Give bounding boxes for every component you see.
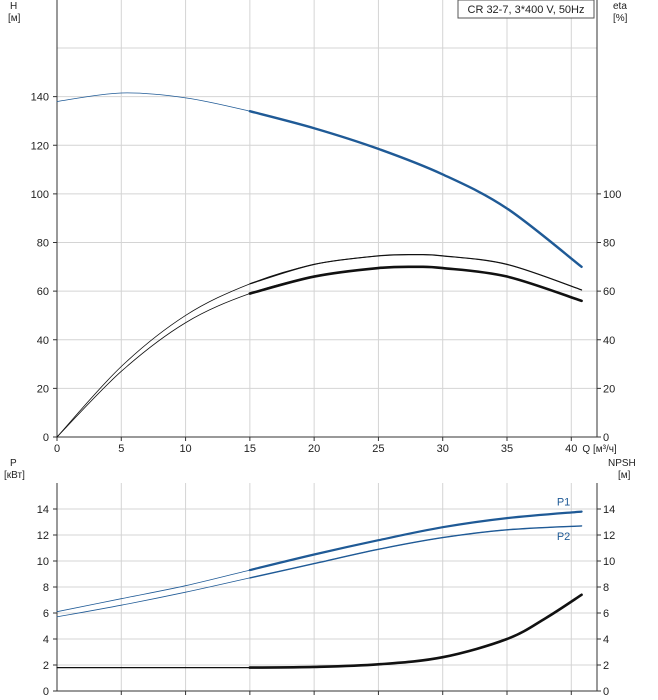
y-tick-label-right: 8 xyxy=(603,582,609,594)
y-tick-label-right: 14 xyxy=(603,504,615,516)
curve-p2-operating xyxy=(249,525,583,579)
curve-eta-thin-full xyxy=(56,254,582,438)
y-tick-label-right: 12 xyxy=(603,530,615,542)
y-axis-title-left: H xyxy=(10,1,17,12)
series-label-p2: P2 xyxy=(557,531,570,543)
y-tick-label-left: 20 xyxy=(37,383,49,395)
x-tick-label: 20 xyxy=(308,443,320,455)
y-tick-label-right: 60 xyxy=(603,286,615,298)
legend-box: CR 32-7, 3*400 V, 50Hz xyxy=(457,0,595,19)
curve-eta-thick-operating xyxy=(248,265,583,303)
x-tick-label: 25 xyxy=(372,443,384,455)
y-tick-label-right: 80 xyxy=(603,238,615,250)
y-tick-label-right: 20 xyxy=(603,383,615,395)
x-axis-label: Q [м³/ч] xyxy=(582,444,617,455)
y-tick-label-right: 4 xyxy=(603,634,609,646)
y-tick-label-right: 6 xyxy=(603,608,609,620)
curve-npsh-full xyxy=(56,594,583,669)
y-axis-unit-right: [%] xyxy=(613,13,628,24)
series-label-p1: P1 xyxy=(557,497,570,509)
x-tick-label: 10 xyxy=(179,443,191,455)
grid xyxy=(57,0,597,691)
y-tick-label-right: 0 xyxy=(603,432,609,444)
y-tick-label-right: 2 xyxy=(603,660,609,672)
y-tick-label-right: 10 xyxy=(603,556,615,568)
curve-p2-full xyxy=(56,525,582,618)
x-tick-label: 40 xyxy=(565,443,577,455)
y-tick-label-right: 0 xyxy=(603,686,609,698)
curve-p1-full xyxy=(56,511,582,613)
y-tick-label-left: 6 xyxy=(43,608,49,620)
curve-p1-operating xyxy=(248,510,583,572)
curve-eta-thick-full xyxy=(56,266,582,438)
x-tick-label: 5 xyxy=(118,443,124,455)
x-tick-label: 30 xyxy=(437,443,449,455)
y-axis-unit-right: [м] xyxy=(618,470,631,481)
y-tick-label-left: 120 xyxy=(31,140,49,152)
x-tick-label: 35 xyxy=(501,443,513,455)
curves xyxy=(56,92,583,669)
curve-h-full xyxy=(56,92,582,268)
y-axis-title-right: NPSH xyxy=(608,458,636,469)
y-axis-unit-left: [кВт] xyxy=(4,470,25,481)
legend-text: CR 32-7, 3*400 V, 50Hz xyxy=(468,4,585,16)
y-tick-label-left: 0 xyxy=(43,432,49,444)
y-tick-label-left: 40 xyxy=(37,335,49,347)
y-axis-unit-left: [м] xyxy=(8,13,21,24)
y-tick-label-left: 4 xyxy=(43,634,49,646)
y-tick-label-left: 0 xyxy=(43,686,49,698)
y-tick-label-left: 140 xyxy=(31,92,49,104)
y-tick-label-left: 8 xyxy=(43,582,49,594)
curve-npsh-operating xyxy=(248,593,583,669)
x-tick-label: 15 xyxy=(244,443,256,455)
y-tick-label-left: 60 xyxy=(37,286,49,298)
curve-h-operating xyxy=(248,110,583,269)
y-axis-title-right: eta xyxy=(613,1,627,12)
y-tick-label-left: 2 xyxy=(43,660,49,672)
y-tick-label-left: 14 xyxy=(37,504,49,516)
y-tick-label-left: 10 xyxy=(37,556,49,568)
axes xyxy=(53,0,601,695)
y-tick-label-right: 40 xyxy=(603,335,615,347)
y-tick-label-left: 80 xyxy=(37,238,49,250)
y-tick-label-right: 100 xyxy=(603,189,621,201)
y-tick-label-left: 12 xyxy=(37,530,49,542)
y-tick-label-left: 100 xyxy=(31,189,49,201)
y-axis-title-left: P xyxy=(10,458,17,469)
curve-eta-thin-operating xyxy=(249,254,583,291)
x-tick-label: 0 xyxy=(54,443,60,455)
